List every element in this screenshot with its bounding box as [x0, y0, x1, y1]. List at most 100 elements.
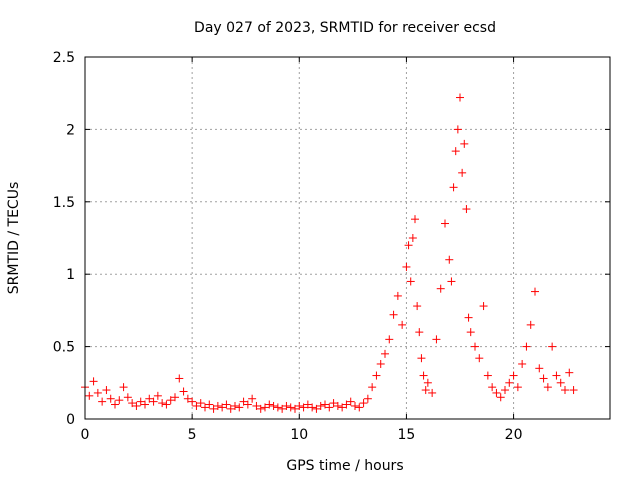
data-point [466, 328, 475, 337]
data-point [269, 401, 278, 410]
data-point [248, 394, 257, 403]
data-point [535, 364, 544, 373]
data-point [175, 374, 184, 383]
data-point [421, 386, 430, 395]
data-point [406, 277, 415, 286]
data-point [252, 401, 261, 410]
data-point [423, 378, 432, 387]
data-point [192, 401, 201, 410]
data-point [205, 400, 214, 409]
data-point [451, 147, 460, 156]
data-point [417, 354, 426, 363]
y-tick-label: 0 [66, 412, 75, 428]
data-point [222, 400, 231, 409]
data-point [98, 397, 107, 406]
data-point [415, 328, 424, 337]
grid-lines [85, 57, 610, 419]
data-point [308, 403, 317, 412]
data-point [265, 400, 274, 409]
data-point [239, 397, 248, 406]
data-point [273, 403, 282, 412]
data-point [325, 403, 334, 412]
data-point [556, 378, 565, 387]
data-point [561, 386, 569, 395]
data-point [518, 359, 527, 368]
data-point [531, 287, 539, 296]
x-tick-label: 10 [290, 427, 308, 443]
data-point [201, 403, 209, 412]
data-point [312, 404, 321, 413]
data-point [389, 310, 398, 319]
data-point [102, 386, 111, 395]
y-tick-label: 2 [66, 122, 75, 138]
data-point [333, 401, 342, 410]
data-point [513, 383, 522, 392]
data-point [419, 371, 428, 380]
data-point [471, 342, 479, 351]
x-tick-label: 0 [81, 427, 90, 443]
data-point [381, 349, 389, 358]
data-point [243, 400, 252, 409]
data-point [453, 125, 462, 134]
data-point [569, 386, 578, 395]
data-point [123, 393, 132, 402]
data-point [385, 335, 394, 344]
data-point [372, 371, 381, 380]
data-point [398, 320, 407, 329]
data-point [342, 400, 351, 409]
data-point [261, 403, 269, 412]
data-point [393, 291, 402, 300]
data-point [496, 393, 505, 402]
y-axis-label: SRMTID / TECUs [6, 182, 22, 295]
data-point [488, 383, 497, 392]
data-point [368, 383, 377, 392]
y-tick-label: 1.5 [53, 195, 75, 211]
data-point [141, 400, 149, 409]
data-point [106, 394, 115, 403]
data-point [522, 342, 531, 351]
data-point [447, 277, 456, 286]
data-point [282, 401, 291, 410]
data-point [226, 404, 235, 413]
data-point [456, 93, 464, 102]
data-point [119, 383, 128, 392]
data-point [321, 400, 329, 409]
data-point [209, 404, 218, 413]
data-point [462, 205, 471, 214]
data-point [93, 388, 102, 397]
y-tick-label: 1 [66, 267, 75, 283]
data-point [162, 400, 171, 409]
data-point [231, 401, 239, 410]
data-point [509, 371, 518, 380]
data-point [329, 399, 338, 408]
x-tick-label: 20 [505, 427, 523, 443]
x-tick-label: 15 [398, 427, 416, 443]
data-point [565, 368, 574, 377]
data-point [402, 262, 411, 271]
data-point [351, 401, 359, 410]
data-point [132, 401, 141, 410]
data-point [111, 400, 119, 409]
data-point [526, 320, 535, 329]
data-point [166, 396, 175, 405]
data-point [338, 403, 347, 412]
data-point [295, 401, 304, 410]
data-point [408, 234, 417, 242]
tick-labels: 0 5 10 15 20 0 0.5 1 1.5 2 2.5 [53, 50, 523, 443]
data-point [404, 241, 413, 250]
data-point [183, 394, 192, 403]
data-point [432, 335, 441, 344]
data-point [179, 387, 188, 396]
data-point [213, 401, 222, 410]
data-point [475, 354, 484, 363]
data-point [483, 371, 492, 380]
x-axis-label: GPS time / hours [286, 458, 403, 474]
data-point [548, 342, 557, 351]
plot-frame [84, 56, 611, 420]
data-point [188, 397, 197, 406]
data-point [171, 393, 179, 402]
data-point [196, 399, 205, 408]
data-point [153, 391, 162, 400]
data-point [278, 404, 287, 413]
